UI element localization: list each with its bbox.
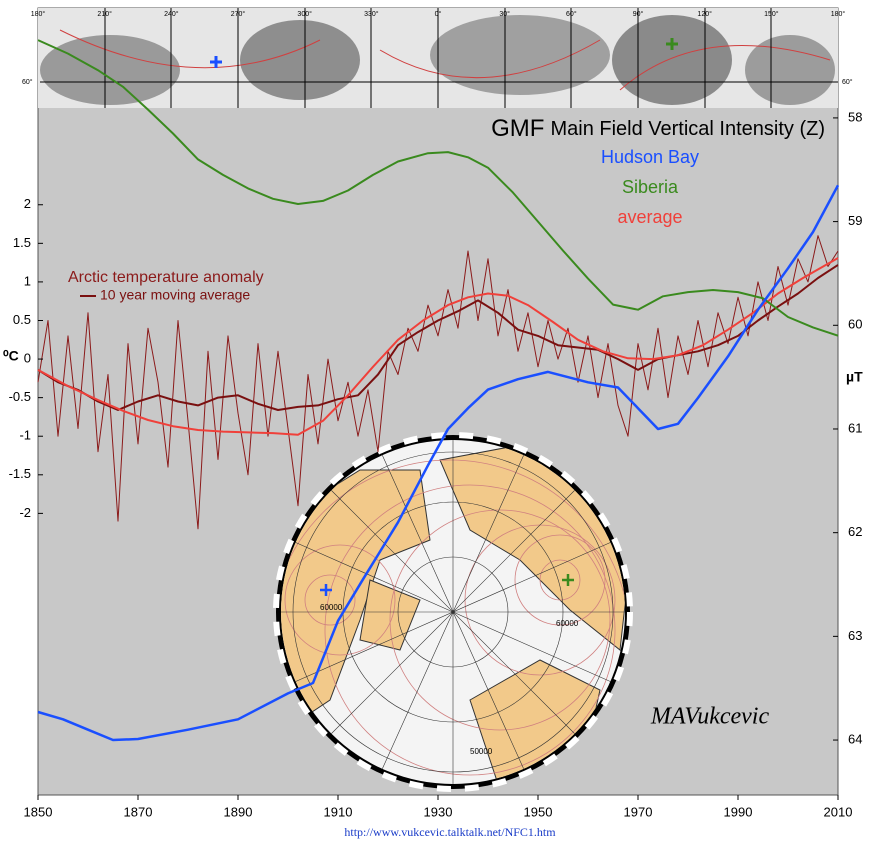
y-tick-label: -1.5 <box>9 466 31 481</box>
longitude-label: 180° <box>831 10 846 18</box>
y-tick-label: -1 <box>19 428 31 443</box>
legend-label: Hudson Bay <box>601 147 699 167</box>
longitude-label: 120° <box>697 10 712 18</box>
longitude-label: 330° <box>364 10 379 18</box>
contour-label: 60000 <box>556 619 579 628</box>
subtitle: Main Field Vertical Intensity (Z) <box>550 118 825 140</box>
x-tick-label: 2010 <box>824 804 853 819</box>
y-tick-label: 1 <box>24 273 31 288</box>
x-tick-label: 1870 <box>124 804 153 819</box>
longitude-label: 240° <box>164 10 179 18</box>
source-url[interactable]: http://www.vukcevic.talktalk.net/NFC1.ht… <box>344 825 556 839</box>
x-tick-label: 1990 <box>724 804 753 819</box>
legend-label: 10 year moving average <box>100 287 250 303</box>
series-line <box>37 39 839 337</box>
longitude-label: 0° <box>435 10 442 18</box>
longitude-label: 30° <box>499 10 510 18</box>
y2-tick-label: 63 <box>848 628 862 643</box>
x-tick-label: 1890 <box>224 804 253 819</box>
title: GMF <box>491 115 544 142</box>
series-line <box>37 184 840 742</box>
longitude-label: 90° <box>633 10 644 18</box>
x-tick-label: 1910 <box>324 804 353 819</box>
longitude-label: 150° <box>764 10 779 18</box>
legend-label: average <box>617 207 682 227</box>
series-line <box>37 264 839 411</box>
author: MAVukcevic <box>650 704 770 730</box>
y2-tick-label: 58 <box>848 109 862 124</box>
y-tick-label: 2 <box>24 196 31 211</box>
y2-tick-label: 64 <box>848 731 862 746</box>
x-tick-label: 1970 <box>624 804 653 819</box>
series-line <box>37 235 839 530</box>
longitude-label: 180° <box>31 10 46 18</box>
y2-tick-label: 60 <box>848 317 862 332</box>
y2-axis-label: µT <box>846 369 863 385</box>
y2-tick-label: 62 <box>848 524 862 539</box>
longitude-label: 210° <box>97 10 112 18</box>
y-tick-label: -2 <box>19 505 31 520</box>
longitude-label: 60° <box>566 10 577 18</box>
longitude-label: 300° <box>297 10 312 18</box>
map-strip <box>38 8 838 108</box>
x-tick-label: 1950 <box>524 804 553 819</box>
contour-label: 50000 <box>470 747 493 756</box>
y-tick-label: 0 <box>24 351 31 366</box>
x-tick-label: 1930 <box>424 804 453 819</box>
y-axis-label: ⁰C <box>3 348 19 364</box>
series-line <box>37 257 839 436</box>
x-tick-label: 1850 <box>24 804 53 819</box>
y-tick-label: 1.5 <box>13 235 31 250</box>
y2-tick-label: 59 <box>848 213 862 228</box>
y-tick-label: 0.5 <box>13 312 31 327</box>
latitude-label: 60° <box>842 78 853 86</box>
chart-title: GMF Main Field Vertical Intensity (Z) <box>491 115 825 142</box>
y-tick-label: -0.5 <box>9 389 31 404</box>
contour-label: 60000 <box>320 603 343 612</box>
legend-label: Siberia <box>622 177 679 197</box>
latitude-label: 60° <box>22 78 33 86</box>
y2-tick-label: 61 <box>848 420 862 435</box>
legend-label: Arctic temperature anomaly <box>68 269 264 286</box>
longitude-label: 270° <box>231 10 246 18</box>
